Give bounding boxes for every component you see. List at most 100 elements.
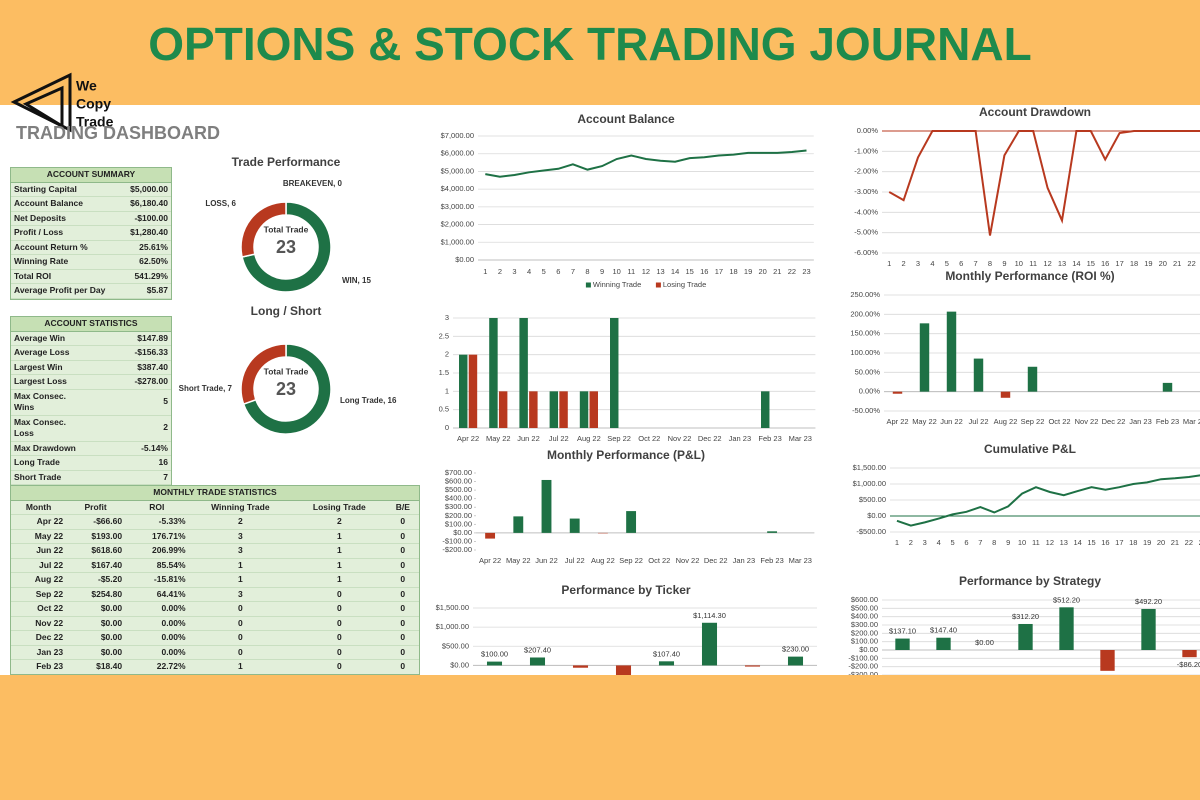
logo-mark bbox=[10, 72, 72, 133]
column-header: Month bbox=[11, 500, 67, 515]
x-tick-label: 7 bbox=[974, 259, 978, 268]
table-cell: May 22 bbox=[11, 529, 67, 544]
table-header-row: MONTHLY TRADE STATISTICS bbox=[11, 486, 419, 501]
bar bbox=[459, 354, 468, 428]
table-cell: Jan 23 bbox=[11, 645, 67, 660]
table-cell: Jun 22 bbox=[11, 543, 67, 559]
y-tick-label: -$300.00 bbox=[848, 670, 878, 679]
bar bbox=[486, 661, 503, 666]
table-cell: 0 bbox=[386, 514, 419, 530]
table-row: Largest Loss -$278.00 bbox=[11, 374, 171, 390]
table-row: Account Balance $6,180.40 bbox=[11, 196, 171, 212]
table-row: Average Loss -$156.33 bbox=[11, 345, 171, 361]
bar bbox=[529, 657, 546, 666]
y-tick-label: 0.00% bbox=[857, 126, 879, 135]
column-header: Winning Trade bbox=[188, 500, 293, 515]
table-panel: MONTHLY TRADE STATISTICS Month Profit ROI Wi… bbox=[10, 485, 420, 675]
chart: Account Drawdown 0.00% -1.00% -2.00% -3.00% -… bbox=[854, 105, 1200, 268]
table-cell: 0 bbox=[292, 601, 387, 617]
table-cell: $0.00 bbox=[66, 630, 126, 646]
table-cell: 0 bbox=[292, 659, 387, 674]
center-label: Total Trade bbox=[264, 224, 309, 234]
table-row: Winning Rate 62.50% bbox=[11, 254, 171, 270]
x-tick-label: 10 bbox=[613, 267, 621, 276]
chart: Performance by Strategy-$300.00-$200.00-… bbox=[848, 574, 1200, 679]
x-tick-label: Apr 22 bbox=[886, 417, 908, 426]
chart: Cumulative P&L -$500.00 $0.00 $500.00 $1,000… bbox=[853, 442, 1200, 547]
table-row: Feb 23 $18.40 22.72% 1 0 0 bbox=[11, 659, 419, 674]
table-cell: 0.00% bbox=[125, 616, 189, 631]
bar bbox=[701, 622, 718, 666]
table-cell: 0 bbox=[188, 630, 293, 646]
y-tick-label: 0.5 bbox=[439, 405, 449, 414]
row-label: Winning Rate bbox=[11, 254, 122, 270]
table-cell: 1 bbox=[292, 572, 387, 588]
bar bbox=[1059, 607, 1074, 650]
table-cell: 0 bbox=[188, 645, 293, 660]
x-tick-label: 13 bbox=[656, 267, 664, 276]
y-tick-label: -$200.00 bbox=[442, 545, 472, 554]
table-cell: 0 bbox=[386, 616, 419, 631]
y-tick-label: $3,000.00 bbox=[441, 202, 474, 211]
bar bbox=[485, 532, 496, 539]
table-cell: 176.71% bbox=[125, 529, 189, 544]
x-tick-label: 16 bbox=[700, 267, 708, 276]
table-row: Total ROI 541.29% bbox=[11, 269, 171, 284]
y-tick-label: $1,500.00 bbox=[436, 603, 469, 612]
x-tick-label: Mar 23 bbox=[1183, 417, 1200, 426]
data-label: $512.20 bbox=[1053, 595, 1080, 604]
chart-title: Account Balance bbox=[577, 112, 675, 126]
bar bbox=[579, 391, 589, 428]
column-header: B/E bbox=[386, 500, 419, 515]
y-tick-label: 0 bbox=[445, 423, 449, 432]
legend-swatch bbox=[585, 282, 591, 288]
logo-text: Trade bbox=[76, 114, 114, 130]
chart: 0 0.5 1 1.5 2 2.5 3 Apr 22 May 22 Jun 22 Jul 22 Aug… bbox=[439, 313, 816, 443]
row-label: Max Consec. Wins bbox=[11, 389, 87, 416]
bar bbox=[572, 665, 589, 668]
table-cell: 0.00% bbox=[125, 645, 189, 660]
bar bbox=[513, 516, 524, 533]
y-tick-label: $500.00 bbox=[445, 485, 472, 494]
x-tick-label: 17 bbox=[715, 267, 723, 276]
table-cell: Apr 22 bbox=[11, 514, 67, 530]
x-tick-label: 16 bbox=[1101, 259, 1109, 268]
y-tick-label: $5,000.00 bbox=[441, 166, 474, 175]
table-row: Max Consec. Loss 2 bbox=[11, 415, 171, 442]
y-tick-label: $1,500.00 bbox=[853, 463, 886, 472]
y-tick-label: -$100.00 bbox=[442, 536, 472, 545]
row-value: $5,000.00 bbox=[121, 182, 171, 197]
table-cell: 2 bbox=[292, 514, 387, 530]
table-cell: 85.54% bbox=[125, 558, 189, 573]
x-tick-label: Mar 23 bbox=[789, 556, 812, 565]
x-tick-label: Apr 22 bbox=[457, 434, 479, 443]
table-row: Profit / Loss $1,280.40 bbox=[11, 225, 171, 241]
x-tick-label: Nov 22 bbox=[676, 556, 700, 565]
x-tick-label: 21 bbox=[1173, 259, 1181, 268]
x-tick-label: Nov 22 bbox=[668, 434, 692, 443]
x-tick-label: Feb 23 bbox=[1156, 417, 1179, 426]
table-cell: -$66.60 bbox=[66, 514, 126, 530]
x-tick-label: 5 bbox=[542, 267, 546, 276]
x-tick-label: 6 bbox=[964, 538, 968, 547]
chart-title: Performance by Ticker bbox=[561, 583, 691, 597]
table-cell: -$5.20 bbox=[66, 572, 126, 588]
y-tick-label: -4.00% bbox=[854, 207, 878, 216]
x-tick-label: Mar 23 bbox=[789, 434, 812, 443]
table-row: Jan 23 $0.00 0.00% 0 0 0 bbox=[11, 645, 419, 660]
x-tick-label: Feb 23 bbox=[758, 434, 781, 443]
page-title: OPTIONS & STOCK TRADING JOURNAL bbox=[148, 18, 1031, 70]
table-title: ACCOUNT SUMMARY bbox=[11, 168, 171, 183]
y-tick-label: 1.5 bbox=[439, 368, 449, 377]
row-label: Net Deposits bbox=[11, 211, 122, 226]
y-tick-label: 200.00% bbox=[850, 309, 880, 318]
y-tick-label: 100.00% bbox=[850, 348, 880, 357]
y-tick-label: 2.5 bbox=[439, 331, 449, 340]
table-cell: 0 bbox=[386, 558, 419, 573]
x-tick-label: 12 bbox=[642, 267, 650, 276]
table-cell: 0 bbox=[386, 572, 419, 588]
bar bbox=[489, 318, 498, 428]
data-label: $1,114.30 bbox=[693, 611, 726, 620]
chart: Account Balance $0.00 $1,000.00 $2,000.00 $3… bbox=[441, 112, 814, 289]
table: ACCOUNT SUMMARY Starting Capital $5,000.00… bbox=[11, 168, 171, 299]
